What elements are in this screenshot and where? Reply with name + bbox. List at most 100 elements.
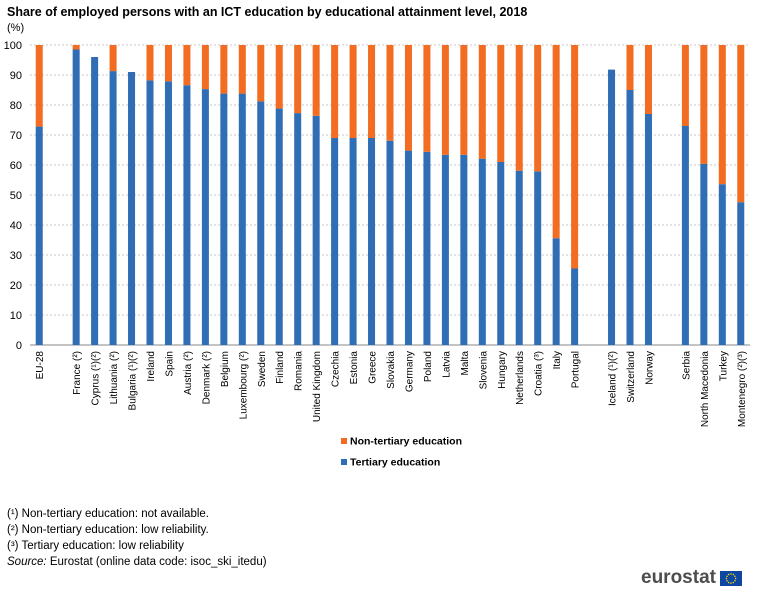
- x-tick-label: Slovakia: [386, 351, 397, 389]
- source-line: Source: Eurostat (online data code: isoc…: [7, 554, 267, 570]
- x-tick-label: Iceland (¹)(²): [608, 351, 619, 406]
- x-tick-label: EU-28: [35, 351, 46, 380]
- bar-segment: [91, 57, 99, 345]
- bar-segment: [128, 72, 136, 345]
- bar-segment: [220, 45, 228, 94]
- bar-segment: [331, 45, 339, 138]
- bar-segment: [164, 45, 172, 82]
- x-tick-label: Austria (²): [183, 351, 194, 395]
- bar-segment: [515, 45, 523, 171]
- x-tick-label: Slovenia: [478, 351, 489, 390]
- x-tick-label: France (²): [72, 351, 83, 395]
- bar-segment: [386, 140, 394, 345]
- bar-segment: [238, 45, 246, 94]
- bar-segment: [441, 154, 449, 345]
- x-tick-label: Malta: [460, 351, 471, 376]
- source-text: Eurostat (online data code: isoc_ski_ite…: [49, 556, 267, 568]
- bars: [35, 45, 745, 346]
- x-tick-label: Bulgaria (¹)(²): [128, 351, 139, 410]
- bar-segment: [72, 45, 80, 50]
- legend: Non-tertiary education Tertiary education: [341, 436, 462, 469]
- y-tick-label: 80: [10, 100, 22, 112]
- y-tick-label: 40: [10, 220, 22, 232]
- legend-swatch: [341, 438, 347, 444]
- x-tick-label: Portugal: [571, 351, 582, 388]
- bar-segment: [737, 202, 745, 345]
- x-tick-label: Romania: [294, 351, 305, 391]
- y-tick-label: 0: [16, 340, 22, 352]
- y-tick-label: 100: [4, 40, 22, 52]
- x-tick-label: Netherlands: [515, 351, 526, 405]
- footnote-1: (¹) Non-tertiary education: not availabl…: [7, 508, 209, 520]
- bar-segment: [700, 163, 708, 345]
- x-tick-label: Estonia: [349, 351, 360, 385]
- bar-segment: [368, 45, 376, 138]
- x-tick-label: Poland: [423, 351, 434, 382]
- stacked-bar-chart: 0 10 20 30 40 50 60 70 80 90 100 EU-28 France (²) Cy…: [4, 40, 750, 469]
- bar-segment: [257, 101, 265, 346]
- source-label: Source:: [7, 556, 47, 568]
- bar-segment: [183, 85, 191, 345]
- bar-segment: [515, 170, 523, 345]
- x-tick-label: Germany: [404, 351, 415, 392]
- x-tick-label: Belgium: [220, 351, 231, 387]
- x-tick-label: United Kingdom: [312, 351, 323, 422]
- bar-segment: [534, 171, 542, 345]
- bar-segment: [552, 238, 560, 345]
- bar-segment: [460, 154, 468, 345]
- bar-segment: [478, 45, 486, 159]
- bar-segment: [386, 45, 394, 141]
- bar-segment: [72, 49, 80, 345]
- bar-segment: [331, 138, 339, 345]
- bar-segment: [534, 45, 542, 172]
- bar-segment: [312, 115, 320, 345]
- bar-segment: [368, 138, 376, 345]
- bar-segment: [718, 184, 726, 345]
- bar-segment: [201, 89, 209, 345]
- y-axis-tick-labels: 0 10 20 30 40 50 60 70 80 90 100: [4, 40, 22, 352]
- eurostat-logo-text: eurostat: [641, 567, 716, 588]
- x-tick-label: Sweden: [257, 351, 268, 387]
- y-tick-label: 20: [10, 280, 22, 292]
- x-tick-label: Serbia: [681, 351, 692, 380]
- y-tick-label: 50: [10, 190, 22, 202]
- x-tick-label: Lithuania (²): [109, 351, 120, 404]
- eurostat-logo: eurostat: [641, 567, 742, 589]
- footnote-3: (³) Tertiary education: low reliability: [7, 540, 184, 552]
- bar-segment: [109, 71, 117, 345]
- bar-segment: [497, 162, 505, 345]
- bar-segment: [404, 150, 412, 345]
- eu-flag-icon: [719, 570, 742, 586]
- bar-segment: [441, 45, 449, 155]
- bar-segment: [423, 45, 431, 152]
- bar-segment: [608, 69, 616, 345]
- y-axis-unit: (%): [7, 22, 25, 34]
- bar-segment: [497, 45, 505, 162]
- x-tick-label: Cyprus (¹)(²): [91, 351, 102, 405]
- x-tick-label: Finland: [275, 351, 286, 384]
- bar-segment: [294, 45, 302, 114]
- bar-segment: [737, 45, 745, 203]
- bar-segment: [275, 108, 283, 345]
- x-tick-label: Czechia: [331, 351, 342, 388]
- x-tick-label: Norway: [644, 351, 655, 385]
- bar-segment: [644, 45, 652, 114]
- bar-segment: [571, 268, 579, 345]
- bar-segment: [681, 126, 689, 345]
- bar-segment: [571, 45, 579, 269]
- y-tick-label: 30: [10, 250, 22, 262]
- bar-segment: [626, 45, 634, 90]
- y-tick-label: 70: [10, 130, 22, 142]
- bar-segment: [404, 45, 412, 151]
- bar-segment: [349, 45, 357, 138]
- bar-segment: [552, 45, 560, 239]
- y-tick-label: 10: [10, 310, 22, 322]
- bar-segment: [478, 158, 486, 345]
- x-tick-label: North Macedonia: [700, 351, 711, 428]
- bar-segment: [220, 93, 228, 345]
- legend-label: Tertiary education: [350, 457, 440, 469]
- bar-segment: [183, 45, 191, 86]
- bar-segment: [275, 45, 283, 109]
- footnote-2: (²) Non-tertiary education: low reliabil…: [7, 524, 209, 536]
- bar-segment: [460, 45, 468, 155]
